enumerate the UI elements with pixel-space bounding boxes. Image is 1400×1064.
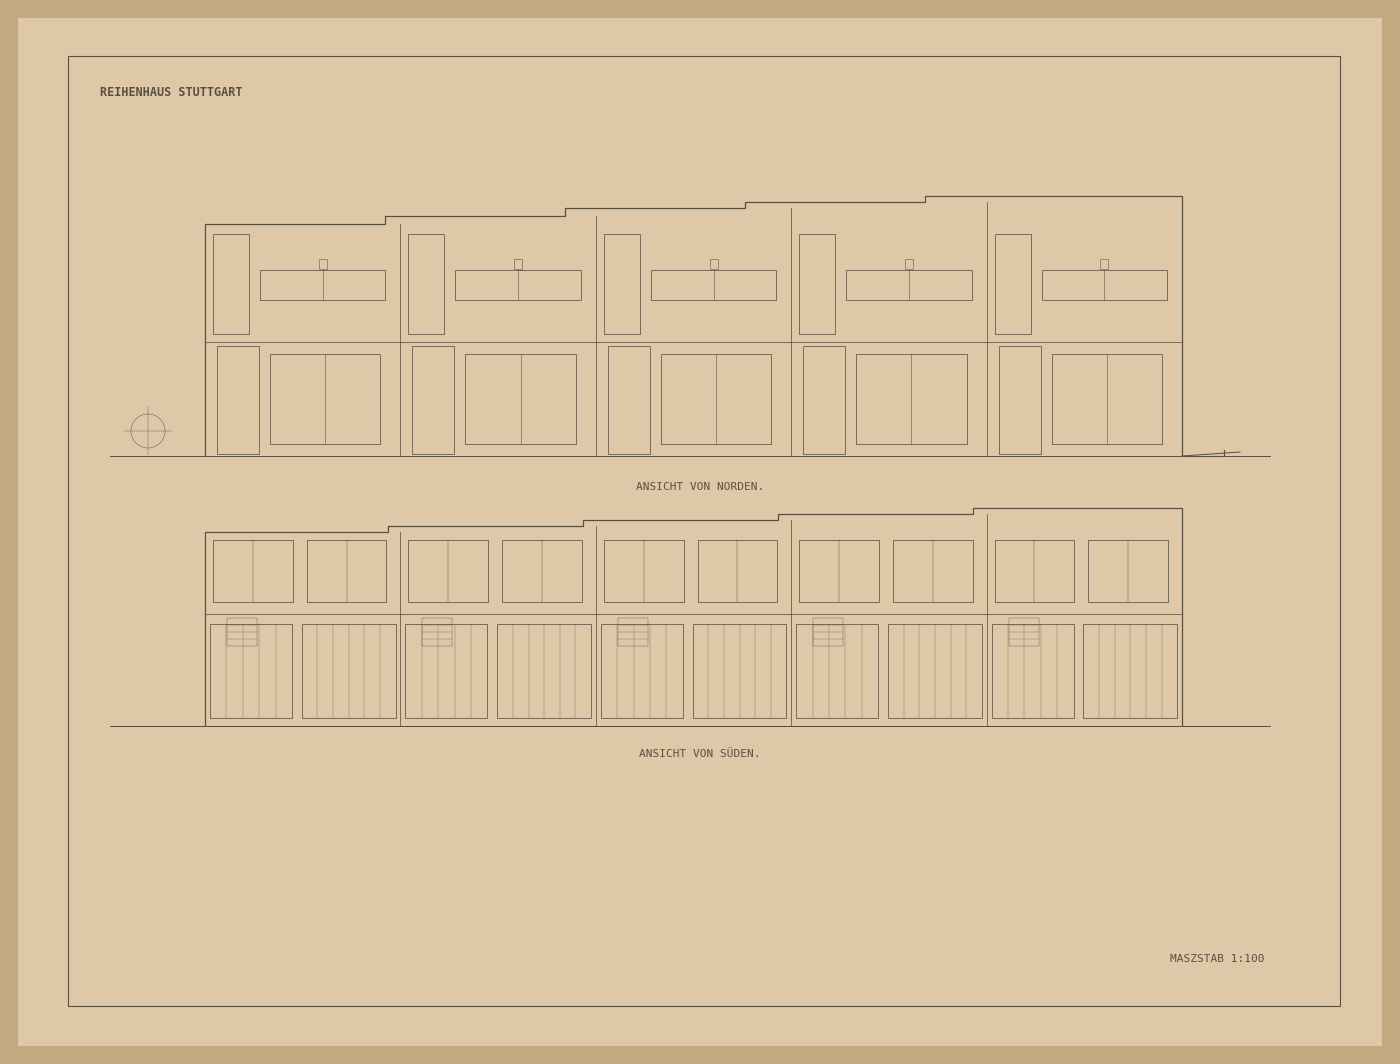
Text: MASZSTAB 1:100: MASZSTAB 1:100: [1170, 954, 1266, 964]
Bar: [804, 346, 846, 454]
Bar: [994, 541, 1074, 602]
Bar: [693, 624, 787, 718]
Bar: [270, 354, 381, 444]
Bar: [307, 541, 386, 602]
Bar: [455, 270, 581, 300]
Bar: [797, 624, 878, 718]
Text: REIHENHAUS STUTTGART: REIHENHAUS STUTTGART: [99, 86, 242, 99]
Bar: [651, 270, 776, 300]
Bar: [406, 624, 487, 718]
Bar: [601, 624, 683, 718]
Text: ANSICHT VON SÜDEN.: ANSICHT VON SÜDEN.: [640, 749, 760, 759]
Bar: [799, 541, 879, 602]
Bar: [302, 624, 396, 718]
Bar: [857, 354, 966, 444]
Bar: [1100, 259, 1109, 269]
Bar: [697, 541, 777, 602]
Bar: [1051, 354, 1162, 444]
Bar: [497, 624, 591, 718]
Bar: [1042, 270, 1168, 300]
Bar: [210, 624, 293, 718]
Bar: [213, 541, 293, 602]
Bar: [1084, 624, 1177, 718]
Bar: [846, 270, 972, 300]
Bar: [409, 234, 444, 334]
Bar: [813, 618, 843, 646]
Bar: [514, 259, 522, 269]
Bar: [893, 541, 973, 602]
Bar: [319, 259, 326, 269]
Bar: [661, 354, 771, 444]
Bar: [888, 624, 981, 718]
Bar: [409, 541, 489, 602]
Bar: [217, 346, 259, 454]
Bar: [617, 618, 648, 646]
Bar: [710, 259, 717, 269]
Bar: [799, 234, 836, 334]
Bar: [227, 618, 258, 646]
Bar: [423, 618, 452, 646]
Bar: [603, 234, 640, 334]
Bar: [608, 346, 650, 454]
Bar: [998, 346, 1040, 454]
Bar: [69, 56, 1340, 1005]
Bar: [1088, 541, 1168, 602]
Bar: [213, 234, 249, 334]
Bar: [465, 354, 575, 444]
Text: ANSICHT VON NORDEN.: ANSICHT VON NORDEN.: [636, 482, 764, 492]
Bar: [904, 259, 913, 269]
Bar: [413, 346, 455, 454]
Bar: [1008, 618, 1039, 646]
Bar: [991, 624, 1074, 718]
Bar: [994, 234, 1030, 334]
Bar: [603, 541, 683, 602]
Bar: [503, 541, 582, 602]
Bar: [260, 270, 385, 300]
